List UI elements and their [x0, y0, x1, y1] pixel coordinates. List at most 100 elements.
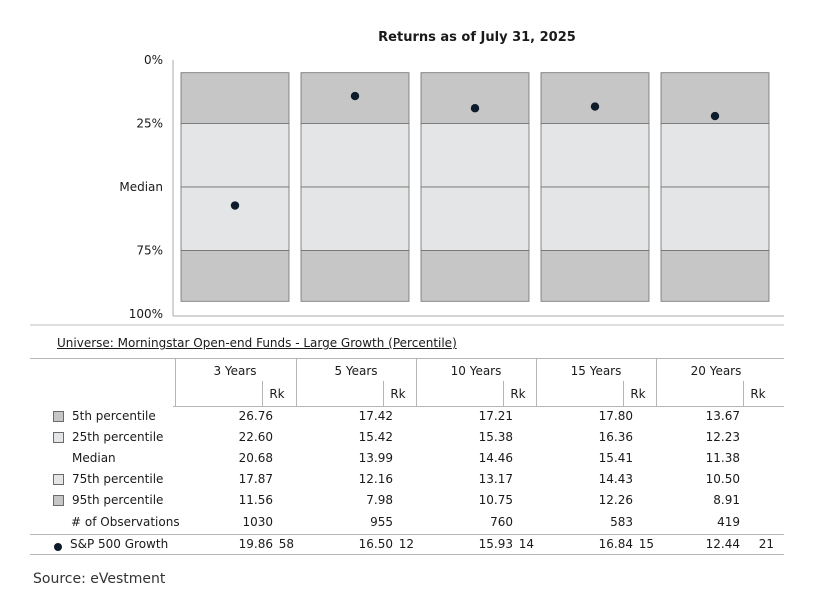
rank-header: Rk	[630, 387, 646, 401]
rank-header: Rk	[269, 387, 285, 401]
y-axis-label: 0%	[144, 53, 163, 67]
band-25-median	[660, 123, 770, 188]
cell-value: 15.42	[358, 430, 393, 444]
row-label: 95th percentile	[72, 493, 164, 507]
cell-value: 12.23	[705, 430, 740, 444]
cell-value: 12.16	[358, 472, 393, 486]
cell-value: 16.84	[598, 537, 633, 551]
y-axis-label: 75%	[136, 244, 163, 258]
table-row: # of Observations 1030 955 760 583 419	[0, 513, 821, 534]
cell-value: 17.21	[478, 409, 513, 423]
cell-rank: 12	[398, 537, 414, 551]
table-row: 75th percentile 17.87 12.16 13.17 14.43 10.50	[0, 470, 821, 491]
sp500-marker	[590, 102, 600, 111]
cell-value: 16.36	[598, 430, 633, 444]
cell-value: 760	[490, 515, 513, 529]
sp500-marker	[230, 201, 240, 210]
table-sp-line	[30, 534, 784, 535]
sp500-marker	[710, 111, 720, 121]
table-row: 5th percentile 26.76 17.42 17.21 17.80 13.67	[0, 407, 821, 428]
rank-column-divider	[623, 381, 624, 406]
universe-label: Universe: Morningstar Open-end Funds - L…	[57, 336, 457, 350]
cell-value: 10.75	[478, 493, 513, 507]
table-row: S&P 500 Growth 19.86 16.50 15.93 16.84 12.44 5…	[0, 535, 821, 556]
cell-rank: 58	[278, 537, 294, 551]
band-median-75	[180, 186, 290, 251]
cell-value: 15.41	[598, 451, 633, 465]
y-axis-label: 25%	[136, 117, 163, 131]
period-header: 3 Years	[213, 364, 257, 378]
cell-value: 15.38	[478, 430, 513, 444]
band-25-median	[180, 123, 290, 188]
band-5-25	[540, 72, 650, 124]
band-median-75	[540, 186, 650, 251]
period-header: 10 Years	[450, 364, 502, 378]
table-column-divider	[175, 358, 176, 406]
cell-value: 13.67	[705, 409, 740, 423]
rank-column-divider	[383, 381, 384, 406]
row-label: Median	[72, 451, 116, 465]
cell-value: 19.86	[238, 537, 273, 551]
cell-rank: 15	[638, 537, 654, 551]
rank-header: Rk	[750, 387, 766, 401]
y-axis-label: Median	[119, 180, 163, 194]
band-median-75	[420, 186, 530, 251]
rank-header: Rk	[390, 387, 406, 401]
cell-rank: 21	[758, 537, 774, 551]
cell-value: 16.50	[358, 537, 393, 551]
table-header-bottom-line	[173, 406, 784, 407]
cell-value: 17.87	[238, 472, 273, 486]
cell-value: 13.17	[478, 472, 513, 486]
band-median-75	[300, 186, 410, 251]
cell-value: 14.43	[598, 472, 633, 486]
swatch-inner-band	[53, 474, 64, 485]
band-75-95	[420, 250, 530, 302]
band-75-95	[540, 250, 650, 302]
rank-header: Rk	[510, 387, 526, 401]
cell-value: 1030	[242, 515, 273, 529]
rank-column-divider	[262, 381, 263, 406]
table-row: 95th percentile 11.56 7.98 10.75 12.26 8.91	[0, 491, 821, 512]
swatch-outer-band	[53, 495, 64, 506]
sp500-marker	[470, 104, 480, 113]
cell-value: 10.50	[705, 472, 740, 486]
cell-value: 7.98	[366, 493, 393, 507]
cell-value: 20.68	[238, 451, 273, 465]
swatch-inner-band	[53, 432, 64, 443]
table-column-divider	[416, 358, 417, 406]
row-label: 5th percentile	[72, 409, 156, 423]
row-label: 75th percentile	[72, 472, 164, 486]
cell-value: 26.76	[238, 409, 273, 423]
band-25-median	[300, 123, 410, 188]
sp500-legend-dot	[54, 543, 62, 551]
sp500-marker	[350, 91, 360, 101]
cell-value: 22.60	[238, 430, 273, 444]
band-75-95	[300, 250, 410, 302]
cell-value: 13.99	[358, 451, 393, 465]
source-note: Source: eVestment	[33, 571, 166, 587]
row-label: 25th percentile	[72, 430, 164, 444]
period-header: 15 Years	[570, 364, 622, 378]
cell-value: 17.80	[598, 409, 633, 423]
period-header: 20 Years	[690, 364, 742, 378]
cell-value: 12.44	[705, 537, 740, 551]
table-column-divider	[656, 358, 657, 406]
cell-value: 12.26	[598, 493, 633, 507]
band-median-75	[660, 186, 770, 251]
row-label: S&P 500 Growth	[70, 537, 169, 551]
band-25-median	[540, 123, 650, 188]
cell-value: 8.91	[713, 493, 740, 507]
band-25-median	[420, 123, 530, 188]
cell-rank: 14	[518, 537, 534, 551]
cell-value: 11.38	[705, 451, 740, 465]
table-row: 25th percentile 22.60 15.42 15.38 16.36 12.23	[0, 428, 821, 449]
chart-title: Returns as of July 31, 2025	[378, 30, 576, 45]
table-column-divider	[536, 358, 537, 406]
cell-value: 419	[717, 515, 740, 529]
band-75-95	[180, 250, 290, 302]
cell-value: 583	[610, 515, 633, 529]
cell-value: 11.56	[238, 493, 273, 507]
cell-value: 14.46	[478, 451, 513, 465]
band-5-25	[180, 72, 290, 124]
band-5-25	[420, 72, 530, 124]
